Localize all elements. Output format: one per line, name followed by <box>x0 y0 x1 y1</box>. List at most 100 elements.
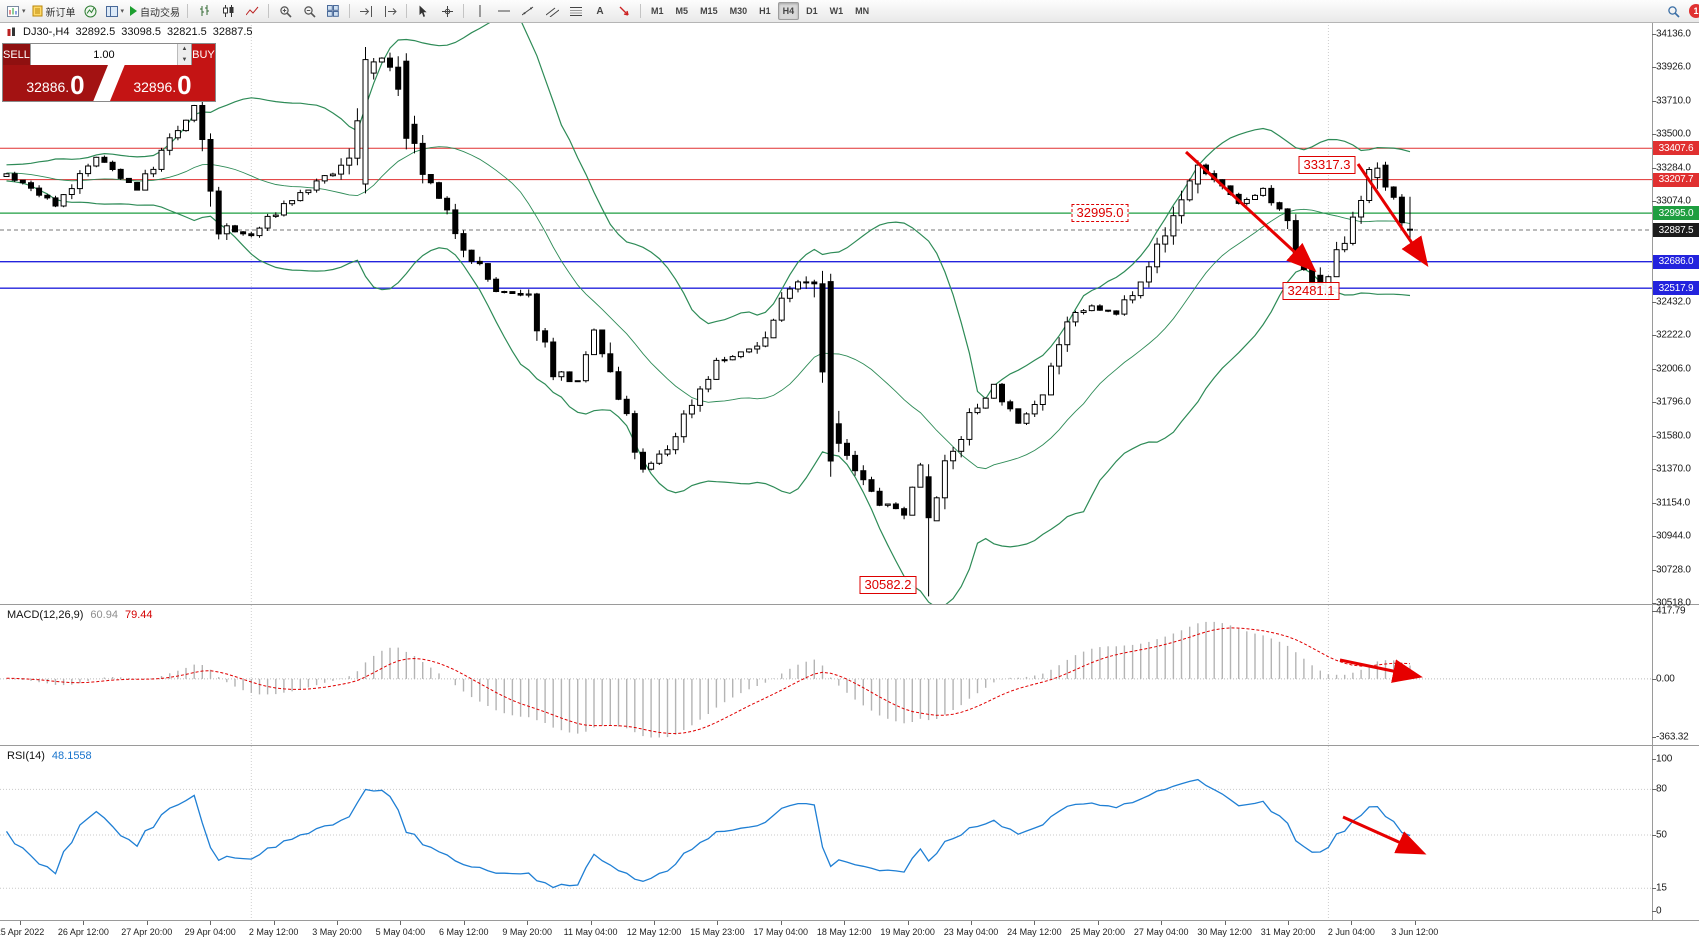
macd-chart-canvas[interactable] <box>0 605 1652 744</box>
timeframe-button-d1[interactable]: D1 <box>806 6 818 16</box>
buy-price-panel[interactable]: 32896. 0 <box>110 65 215 101</box>
tile-windows-button[interactable] <box>321 2 345 20</box>
timeframe-button-mn[interactable]: MN <box>855 6 870 16</box>
text-label-button[interactable]: A <box>588 2 612 20</box>
rsi-axis-label: 80 <box>1656 783 1667 795</box>
zoom-out-button[interactable] <box>297 2 321 20</box>
price-axis-tick <box>1652 334 1656 336</box>
price-axis-tick <box>1652 368 1656 370</box>
sell-price-panel[interactable]: 32886. 0 <box>3 65 108 101</box>
price-axis-label: 33710.0 <box>1656 95 1691 107</box>
trendline-button[interactable] <box>516 2 540 20</box>
autotrade-button[interactable]: 自动交易 <box>127 2 183 20</box>
channel-button[interactable] <box>540 2 564 20</box>
search-button[interactable] <box>1661 2 1685 20</box>
timeframe-button-m30[interactable]: M30 <box>729 6 748 16</box>
stepper-down-icon[interactable]: ▼ <box>177 54 191 65</box>
panel-splitter[interactable] <box>0 604 1699 605</box>
ohlc-bars-icon <box>199 5 209 16</box>
price-axis-tick <box>1652 301 1656 303</box>
time-axis[interactable]: 25 Apr 2022 26 Apr 12:00 27 Apr 20:00 29 Ap… <box>0 920 1699 942</box>
arrow-object-button[interactable] <box>612 2 636 20</box>
toolbar-separator <box>463 4 465 18</box>
price-annotation[interactable]: 33317.3 <box>1298 156 1356 174</box>
timeframe-button-h4[interactable]: H4 <box>777 2 800 20</box>
trend-arrow[interactable] <box>1184 150 1317 273</box>
sell-button[interactable]: SELL <box>3 44 30 65</box>
auto-scroll-button[interactable] <box>354 2 378 20</box>
zoom-in-button[interactable] <box>273 2 297 20</box>
sell-price-big-digit: 0 <box>70 70 85 100</box>
time-axis-tick <box>717 921 719 925</box>
one-click-trading-widget: SELL ▲▼ BUY 32886.0 32896.0 <box>2 43 216 102</box>
bar-low: 32821.5 <box>167 26 207 38</box>
new-order-button[interactable]: 新订单 <box>29 2 79 20</box>
macd-label: MACD(12,26,9) 60.94 79.44 <box>7 609 152 621</box>
price-axis-label: 30728.0 <box>1656 564 1691 576</box>
price-axis-tick <box>1652 401 1656 403</box>
rsi-chart-canvas[interactable] <box>0 746 1652 919</box>
time-axis-tick <box>1224 921 1226 925</box>
indicator-list-button[interactable] <box>79 2 103 20</box>
macd-axis-tick <box>1652 611 1656 613</box>
crosshair-button[interactable] <box>435 2 459 20</box>
chart-line-button[interactable] <box>240 2 264 20</box>
price-axis-tick <box>1652 33 1656 35</box>
trend-arrow[interactable] <box>1356 163 1429 267</box>
vertical-line-button[interactable] <box>468 2 492 20</box>
buy-button[interactable]: BUY <box>191 44 215 65</box>
time-axis-tick <box>146 921 148 925</box>
price-axis-label: 32222.0 <box>1656 329 1691 341</box>
time-axis-label: 27 Apr 20:00 <box>121 927 173 937</box>
crosshair-icon <box>441 5 453 17</box>
sell-price: 32886. <box>26 79 70 95</box>
trend-arrow[interactable] <box>1339 658 1423 683</box>
new-chart-button[interactable]: ▾ <box>4 2 29 20</box>
price-level-tag: 32517.9 <box>1653 281 1699 296</box>
volume-stepper[interactable]: ▲ ▼ <box>176 44 191 65</box>
timeframe-button-m1[interactable]: M1 <box>651 6 664 16</box>
price-annotation[interactable]: 30582.2 <box>859 576 917 594</box>
auto-scroll-icon <box>359 5 372 17</box>
chart-shift-icon <box>384 5 397 17</box>
profiles-button[interactable]: ▾ <box>103 2 128 20</box>
notification-badge[interactable]: 1 <box>1689 4 1699 18</box>
price-axis-tick <box>1652 569 1656 571</box>
chart-bars-button[interactable] <box>192 2 216 20</box>
timeframe-button-m15[interactable]: M15 <box>700 6 718 16</box>
price-level-tag: 32686.0 <box>1653 254 1699 269</box>
price-annotation[interactable]: 32995.0 <box>1071 204 1129 222</box>
cursor-button[interactable] <box>411 2 435 20</box>
macd-axis-label: 0.00 <box>1656 673 1675 685</box>
price-axis-tick <box>1652 502 1656 504</box>
price-axis-border <box>1652 22 1653 941</box>
fibonacci-button[interactable] <box>564 2 588 20</box>
time-axis-label: 25 May 20:00 <box>1070 927 1126 937</box>
trend-arrow[interactable] <box>1342 815 1427 855</box>
time-axis-label: 2 Jun 04:00 <box>1327 927 1375 937</box>
price-axis-label: 32006.0 <box>1656 363 1691 375</box>
volume-input[interactable] <box>30 44 177 65</box>
timeframe-button-m5[interactable]: M5 <box>675 6 689 16</box>
price-annotation[interactable]: 32481.1 <box>1282 282 1340 300</box>
horizontal-line-button[interactable] <box>492 2 516 20</box>
price-axis-label: 33284.0 <box>1656 162 1691 174</box>
chart-shift-button[interactable] <box>378 2 402 20</box>
timeframe-group: M1 M5 M15 M30 H1 H4 D1 W1 MN <box>645 2 875 20</box>
time-axis-label: 6 May 12:00 <box>439 927 489 937</box>
price-axis-tick <box>1652 100 1656 102</box>
time-axis-tick <box>400 921 402 925</box>
chevron-down-icon: ▾ <box>22 8 26 15</box>
stepper-up-icon[interactable]: ▲ <box>177 44 191 55</box>
panel-splitter[interactable] <box>0 745 1699 746</box>
main-toolbar: ▾ 新订单 ▾ 自动交易 <box>0 0 1699 23</box>
time-axis-label: 9 May 20:00 <box>502 927 552 937</box>
price-axis-label: 31580.0 <box>1656 430 1691 442</box>
timeframe-button-h1[interactable]: H1 <box>759 6 771 16</box>
price-chart-canvas[interactable] <box>0 22 1652 604</box>
play-icon <box>130 6 138 16</box>
time-axis-tick <box>337 921 338 925</box>
timeframe-button-w1[interactable]: W1 <box>829 6 844 16</box>
chart-candles-button[interactable] <box>216 2 240 20</box>
price-axis-tick <box>1652 435 1656 437</box>
